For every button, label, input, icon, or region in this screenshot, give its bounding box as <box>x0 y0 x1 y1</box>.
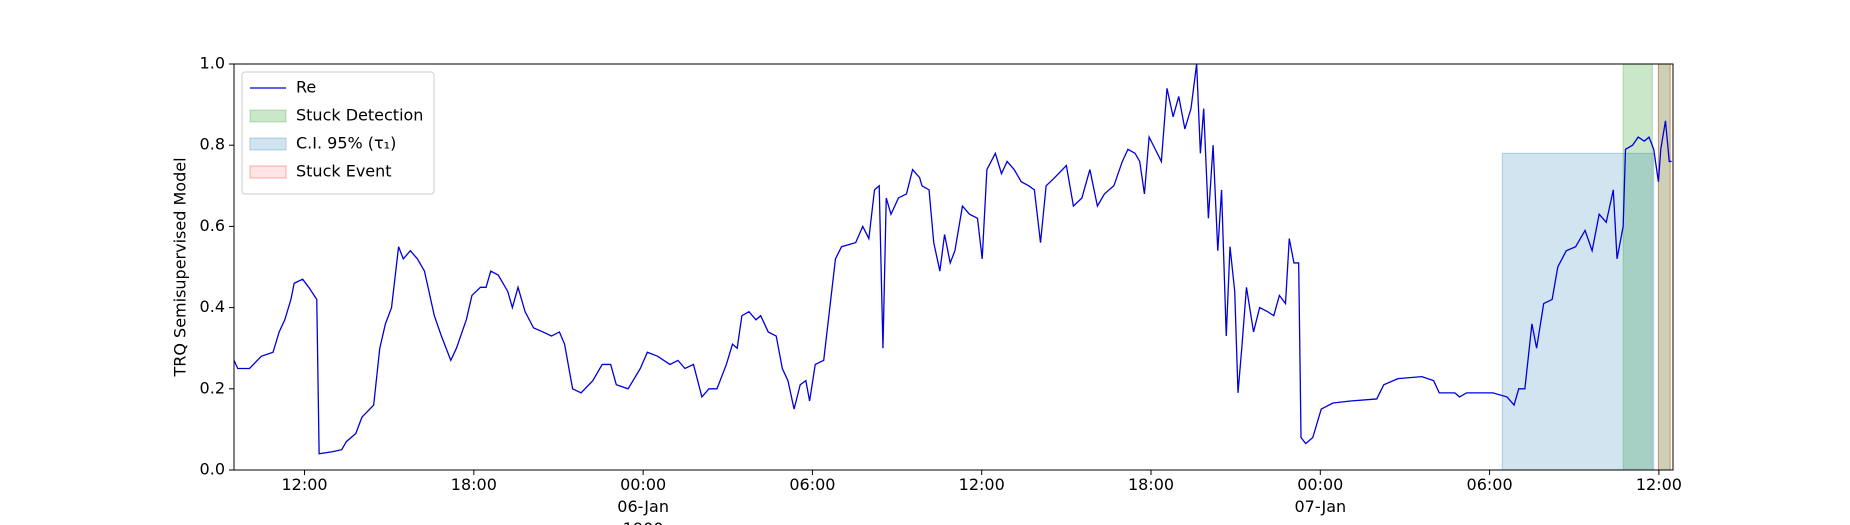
x-tick-label: 18:00 <box>1127 475 1175 494</box>
x-tick-label: 18:00 <box>450 475 497 494</box>
span-region <box>1622 63 1653 471</box>
legend-label: C.I. 95% (τ₁) <box>296 134 396 153</box>
legend: Re Stuck Detection C.I. 95% (τ₁) Stuck Even… <box>241 71 435 195</box>
span-region <box>1501 152 1655 471</box>
y-tick-label: 0.2 <box>200 378 225 397</box>
legend-box <box>241 71 435 195</box>
data-line <box>233 63 1672 455</box>
plot-frame <box>233 63 1674 471</box>
y-tick-label: 0.8 <box>200 135 225 154</box>
legend-patch <box>249 109 287 123</box>
x-tick-label: 00:00 07-Jan <box>1294 475 1347 516</box>
x-tick-label: 00:00 06-Jan 1900 <box>617 475 669 525</box>
y-tick-label: 1.0 <box>200 54 225 73</box>
x-tick-label: 12:00 <box>1635 475 1682 494</box>
x-tick-label: 06:00 <box>1466 475 1513 494</box>
legend-patch <box>249 137 287 151</box>
y-axis-label: TRQ Semisupervised Model <box>170 157 190 377</box>
legend-label: Stuck Event <box>296 162 392 181</box>
x-tick-label: 12:00 <box>281 475 328 494</box>
legend-label: Re <box>296 78 316 97</box>
x-tick-label: 06:00 <box>789 475 836 494</box>
legend-label: Stuck Detection <box>296 106 423 125</box>
y-tick-label: 0.0 <box>200 460 225 479</box>
x-tick-label: 12:00 <box>958 475 1005 494</box>
y-tick-label: 0.6 <box>200 216 225 235</box>
y-tick-label: 0.4 <box>200 297 225 316</box>
legend-patch <box>249 165 287 179</box>
